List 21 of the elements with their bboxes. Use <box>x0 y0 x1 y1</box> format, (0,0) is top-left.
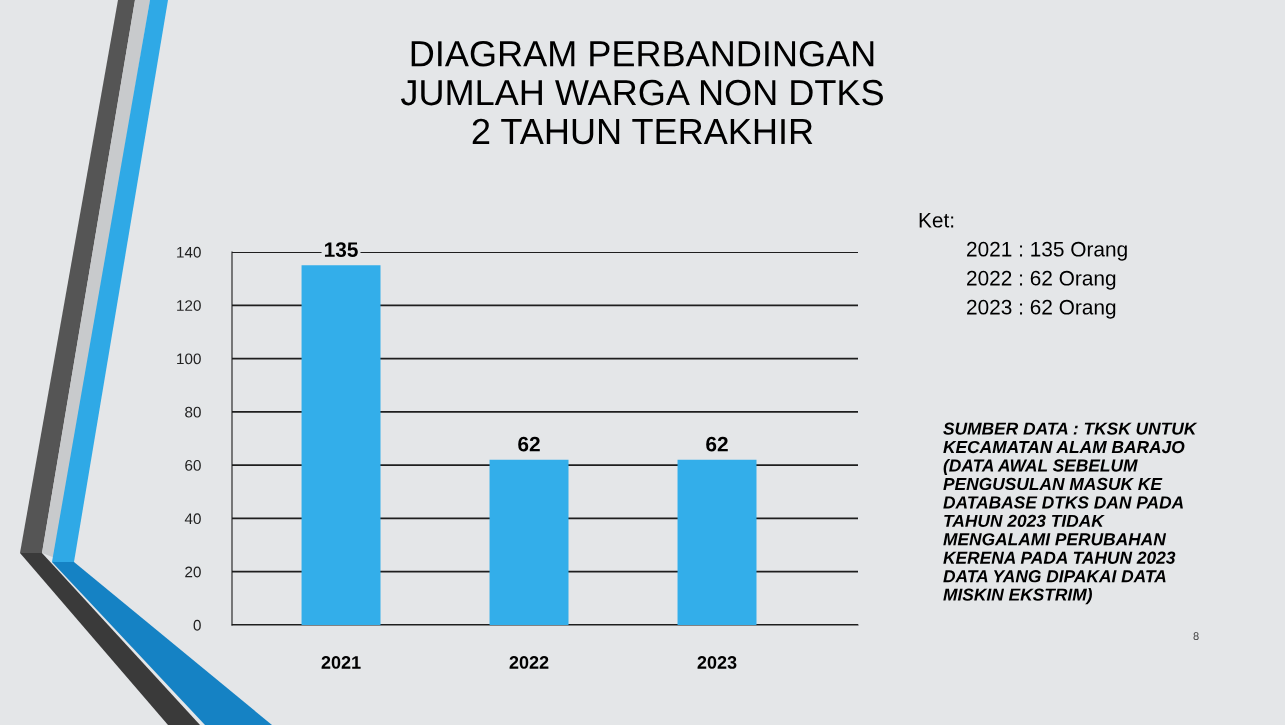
data-label: 135 <box>324 242 358 258</box>
y-tick-label: 20 <box>185 566 201 578</box>
y-tick-label: 120 <box>177 300 201 311</box>
text: SUMBER DATA : TKSK UNTUK KECAMATAN ALAM BARAJO (DATA AWAL SEBELUM PENGUSULAN MASUK KE DATABASE DTKS DAN PADA TAHUN 2023 TIDAK MENGALAMI PERUBAHAN KERENA PADA TAHUN 2023 DATA YANG DIPAKAI DATA MISKIN EKSTRIM) <box>943 422 1198 605</box>
x-tick-label: 2021 <box>321 656 361 669</box>
text: 2022 : 62 Orang <box>967 270 1116 290</box>
data-label: 62 <box>706 436 728 452</box>
text: 8 <box>1193 632 1199 640</box>
y-tick-label: 40 <box>184 513 201 525</box>
text: 2023 : 62 Orang <box>967 299 1116 319</box>
data-label: 62 <box>518 436 540 452</box>
y-tick-label: 100 <box>177 353 201 365</box>
y-tick-label: 140 <box>177 246 201 258</box>
y-tick-label: 0 <box>193 619 201 631</box>
y-tick-label: 60 <box>185 460 201 471</box>
text: 2021 : 135 Orang <box>967 241 1127 261</box>
x-tick-label: 2022 <box>509 656 549 669</box>
x-tick-label: 2023 <box>697 656 737 669</box>
y-tick-label: 80 <box>185 406 201 418</box>
chart-title: DIAGRAM PERBANDINGAN JUMLAH WARGA NON DTKS 2 TAHUN TERAKHIR <box>400 40 883 145</box>
text: Ket: <box>919 213 954 228</box>
